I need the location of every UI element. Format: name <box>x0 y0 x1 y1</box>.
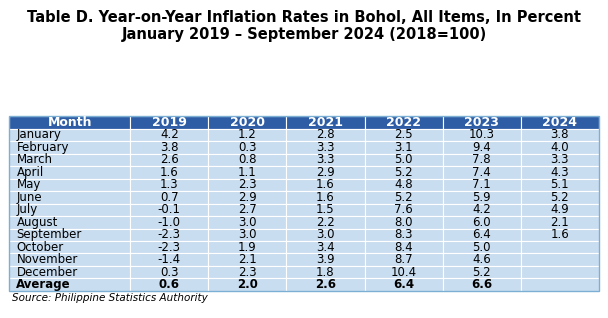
Text: 2.6: 2.6 <box>315 278 336 291</box>
Text: 2021: 2021 <box>308 116 343 129</box>
Text: 1.2: 1.2 <box>238 128 257 141</box>
Text: 10.4: 10.4 <box>390 266 416 279</box>
Text: October: October <box>16 241 64 254</box>
Text: August: August <box>16 216 58 229</box>
Text: 2.2: 2.2 <box>316 216 335 229</box>
Text: 0.7: 0.7 <box>160 191 179 204</box>
Text: 1.9: 1.9 <box>238 241 257 254</box>
Text: 4.6: 4.6 <box>472 253 491 266</box>
Text: 2022: 2022 <box>386 116 421 129</box>
Text: -1.0: -1.0 <box>157 216 181 229</box>
Text: 2.3: 2.3 <box>238 266 257 279</box>
Text: 1.8: 1.8 <box>316 266 335 279</box>
Text: 4.2: 4.2 <box>160 128 179 141</box>
Text: 2.0: 2.0 <box>237 278 258 291</box>
Text: 5.9: 5.9 <box>472 191 491 204</box>
Text: 4.2: 4.2 <box>472 203 491 216</box>
Text: 0.6: 0.6 <box>159 278 180 291</box>
Text: March: March <box>16 153 52 166</box>
Text: 7.8: 7.8 <box>472 153 491 166</box>
Text: 4.8: 4.8 <box>394 178 413 191</box>
Text: 2.6: 2.6 <box>160 153 179 166</box>
Text: 10.3: 10.3 <box>469 128 495 141</box>
Text: 1.1: 1.1 <box>238 166 257 179</box>
Text: January: January <box>16 128 61 141</box>
Text: 1.6: 1.6 <box>550 228 569 241</box>
Text: 2.1: 2.1 <box>550 216 569 229</box>
Text: 1.6: 1.6 <box>316 191 335 204</box>
Text: 2.7: 2.7 <box>238 203 257 216</box>
Text: 5.1: 5.1 <box>550 178 569 191</box>
Text: 0.3: 0.3 <box>160 266 179 279</box>
Text: 2020: 2020 <box>230 116 265 129</box>
Text: 3.9: 3.9 <box>316 253 335 266</box>
Text: 6.4: 6.4 <box>393 278 414 291</box>
Text: 5.2: 5.2 <box>550 191 569 204</box>
Text: 3.0: 3.0 <box>238 228 257 241</box>
Text: December: December <box>16 266 78 279</box>
Text: 9.4: 9.4 <box>472 141 491 154</box>
Text: June: June <box>16 191 42 204</box>
Text: 5.2: 5.2 <box>394 166 413 179</box>
Text: Source: Philippine Statistics Authority: Source: Philippine Statistics Authority <box>12 293 208 302</box>
Text: 8.7: 8.7 <box>394 253 413 266</box>
Text: 5.2: 5.2 <box>394 191 413 204</box>
Text: 3.0: 3.0 <box>316 228 335 241</box>
Text: 5.0: 5.0 <box>395 153 413 166</box>
Text: -2.3: -2.3 <box>157 241 181 254</box>
Text: May: May <box>16 178 41 191</box>
Text: 3.3: 3.3 <box>316 141 335 154</box>
Text: 4.9: 4.9 <box>550 203 569 216</box>
Text: 8.4: 8.4 <box>394 241 413 254</box>
Text: 4.3: 4.3 <box>550 166 569 179</box>
Text: -1.4: -1.4 <box>157 253 181 266</box>
Text: Average: Average <box>16 278 71 291</box>
Text: November: November <box>16 253 78 266</box>
Text: 8.3: 8.3 <box>395 228 413 241</box>
Text: 2.5: 2.5 <box>394 128 413 141</box>
Text: 3.1: 3.1 <box>394 141 413 154</box>
Text: Table D. Year-on-Year Inflation Rates in Bohol, All Items, In Percent
January 20: Table D. Year-on-Year Inflation Rates in… <box>27 10 581 42</box>
Text: -0.1: -0.1 <box>157 203 181 216</box>
Text: 4.0: 4.0 <box>550 141 569 154</box>
Text: 5.0: 5.0 <box>472 241 491 254</box>
Text: 6.6: 6.6 <box>471 278 492 291</box>
Text: 2.8: 2.8 <box>316 128 335 141</box>
Text: 3.8: 3.8 <box>160 141 179 154</box>
Text: 2.3: 2.3 <box>238 178 257 191</box>
Text: 1.6: 1.6 <box>160 166 179 179</box>
Text: 5.2: 5.2 <box>472 266 491 279</box>
Text: Month: Month <box>47 116 92 129</box>
Text: 1.5: 1.5 <box>316 203 335 216</box>
Text: 2.9: 2.9 <box>316 166 335 179</box>
Text: 1.6: 1.6 <box>316 178 335 191</box>
Text: 6.0: 6.0 <box>472 216 491 229</box>
Text: 8.0: 8.0 <box>395 216 413 229</box>
Text: July: July <box>16 203 38 216</box>
Text: 0.3: 0.3 <box>238 141 257 154</box>
Text: 3.8: 3.8 <box>551 128 569 141</box>
Text: 2.9: 2.9 <box>238 191 257 204</box>
Text: 2024: 2024 <box>542 116 578 129</box>
Text: 0.8: 0.8 <box>238 153 257 166</box>
Text: 3.3: 3.3 <box>316 153 335 166</box>
Text: -2.3: -2.3 <box>157 228 181 241</box>
Text: 3.3: 3.3 <box>551 153 569 166</box>
Text: 1.3: 1.3 <box>160 178 179 191</box>
Text: 7.1: 7.1 <box>472 178 491 191</box>
Text: 7.4: 7.4 <box>472 166 491 179</box>
Text: September: September <box>16 228 82 241</box>
Text: 2.1: 2.1 <box>238 253 257 266</box>
Text: 3.4: 3.4 <box>316 241 335 254</box>
Text: April: April <box>16 166 44 179</box>
Text: 7.6: 7.6 <box>394 203 413 216</box>
Text: 2019: 2019 <box>152 116 187 129</box>
Text: February: February <box>16 141 69 154</box>
Text: 3.0: 3.0 <box>238 216 257 229</box>
Text: 2023: 2023 <box>465 116 499 129</box>
Text: 6.4: 6.4 <box>472 228 491 241</box>
